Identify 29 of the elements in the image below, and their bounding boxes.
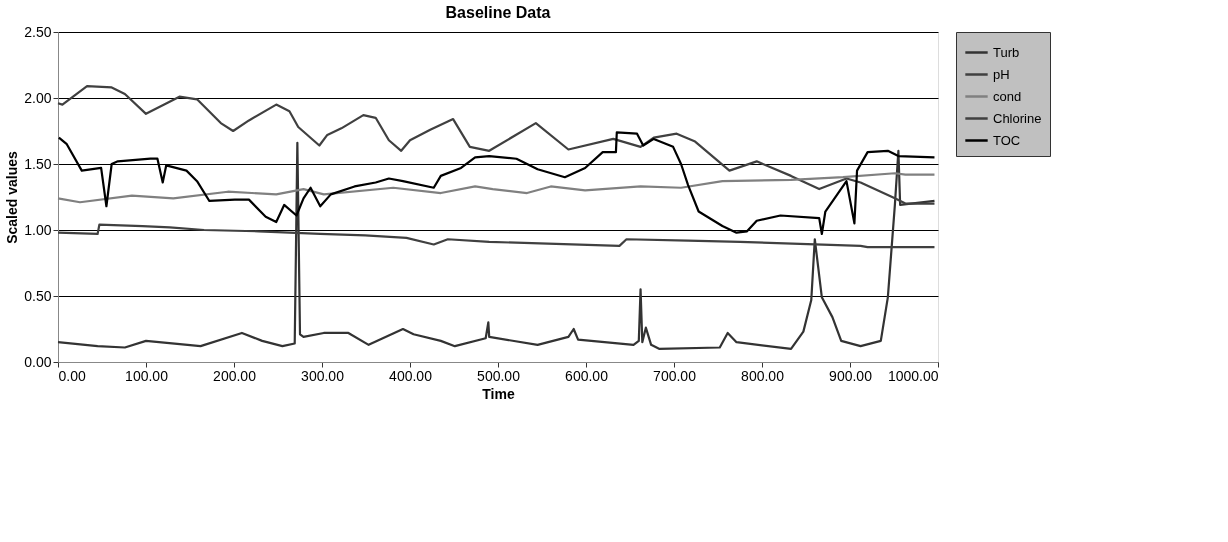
- x-tick-label: 900.00: [829, 367, 873, 384]
- legend-label: Chlorine: [993, 110, 1042, 126]
- x-axis-title: Time: [482, 385, 515, 402]
- y-tick-label: 0.50: [24, 287, 52, 304]
- x-tick-label: 400.00: [389, 367, 433, 384]
- x-tick-label: 800.00: [741, 367, 785, 384]
- y-tick-label: 0.00: [24, 353, 52, 370]
- line-series: [57, 131, 936, 236]
- x-tick-label: 100.00: [125, 367, 169, 384]
- x-tick-label: 600.00: [565, 367, 609, 384]
- legend-label: TOC: [993, 132, 1021, 148]
- x-tick-label: 700.00: [653, 367, 697, 384]
- chart-title: Baseline Data: [445, 4, 551, 21]
- x-tick-label: 200.00: [213, 367, 257, 384]
- y-tick-label: 1.00: [24, 221, 52, 238]
- x-tick-label: 0.00: [58, 367, 86, 384]
- x-tick-label: 300.00: [301, 367, 345, 384]
- x-tick-label: 500.00: [477, 367, 521, 384]
- line-series: [56, 85, 936, 205]
- y-tick-label: 1.50: [24, 155, 52, 172]
- legend-label: pH: [993, 66, 1010, 82]
- legend-label: Turb: [993, 44, 1020, 60]
- legend-label: cond: [993, 88, 1022, 104]
- y-tick-label: 2.50: [24, 23, 52, 40]
- line-series: [56, 141, 936, 350]
- x-tick-label: 1000.00: [887, 367, 939, 384]
- line-series: [56, 223, 936, 249]
- y-tick-label: 2.00: [24, 89, 52, 106]
- y-axis-title: Scaled values: [4, 150, 21, 244]
